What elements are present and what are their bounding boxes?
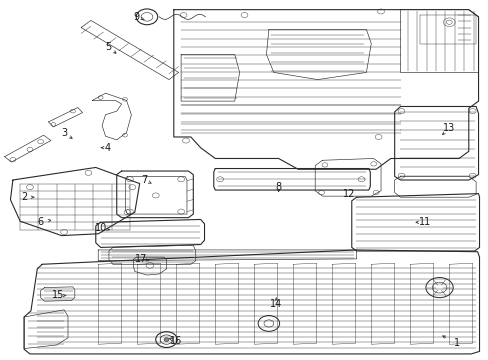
Text: 11: 11: [418, 217, 430, 227]
Text: 4: 4: [105, 143, 111, 153]
Text: 16: 16: [170, 336, 182, 346]
Text: 1: 1: [453, 338, 459, 348]
Text: 8: 8: [275, 182, 281, 192]
Text: 12: 12: [343, 189, 355, 199]
Text: 5: 5: [104, 42, 111, 52]
Text: 17: 17: [135, 254, 147, 264]
Text: 14: 14: [269, 299, 282, 309]
Text: 13: 13: [442, 123, 454, 133]
Circle shape: [163, 338, 168, 341]
Text: 7: 7: [141, 175, 147, 185]
Text: 15: 15: [52, 291, 64, 301]
Text: 10: 10: [94, 224, 106, 233]
Text: 6: 6: [38, 217, 43, 227]
Text: 2: 2: [21, 192, 27, 202]
Text: 3: 3: [61, 129, 67, 138]
Text: 9: 9: [133, 12, 139, 22]
